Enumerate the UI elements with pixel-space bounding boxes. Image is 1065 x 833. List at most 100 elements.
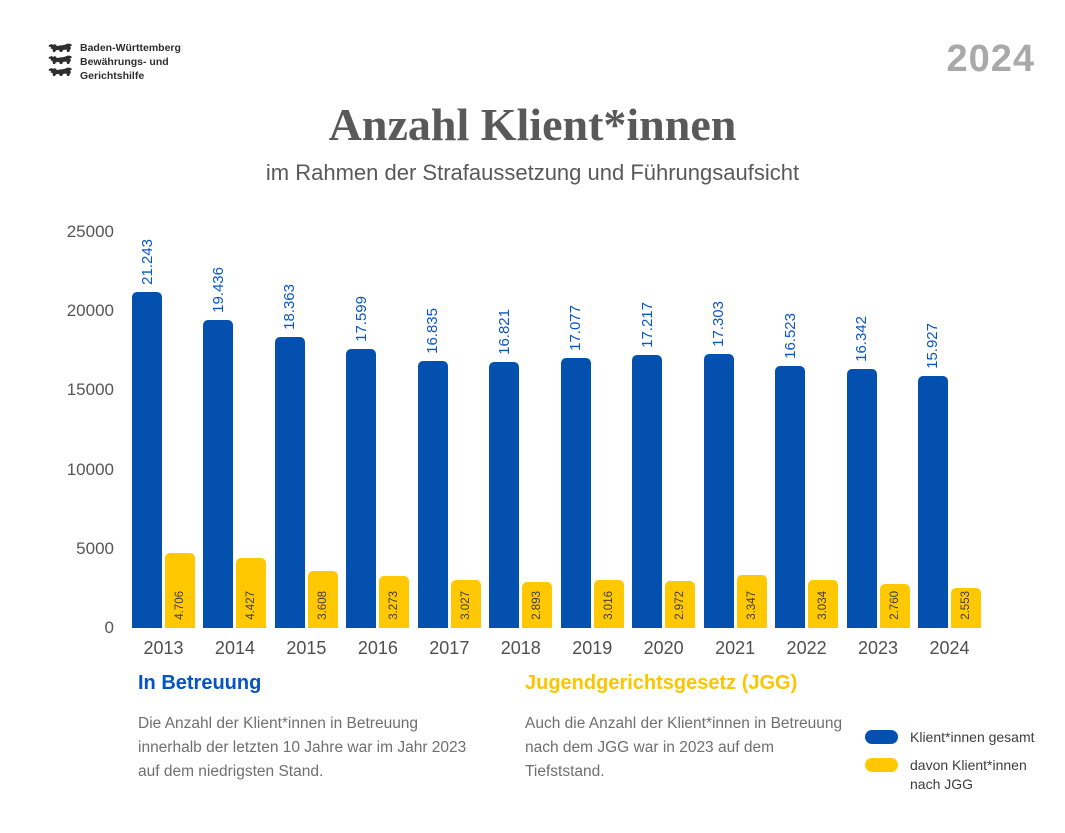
bar-total-2014: [203, 320, 234, 628]
bar-total-value-label-wrap: 15.927: [918, 323, 948, 369]
x-axis-label-2021: 2021: [715, 638, 756, 658]
bar-jgg-value-label-wrap: 4.427: [236, 591, 266, 620]
note-body-in-betreuung: Die Anzahl der Klient*innen in Betreuung…: [138, 715, 467, 781]
bar-total-value-label: 16.821: [495, 308, 513, 355]
bar-total-value-label: 17.599: [352, 296, 370, 343]
bar-group-2017: 16.835 3.027 2017: [417, 232, 481, 658]
logo-line-1: Baden-Württemberg: [80, 42, 181, 54]
bar-total-value-label-wrap: 17.077: [561, 305, 591, 351]
page-subtitle: im Rahmen der Strafaussetzung und Führun…: [265, 160, 800, 185]
note-heading-jgg: Jugendgerichtsgesetz (JGG): [525, 672, 798, 694]
bar-jgg-2016: [379, 576, 410, 628]
bar-total-2017: [417, 361, 448, 628]
bar-group-2013: 21.243 4.706 2013: [132, 232, 195, 658]
bar-group-2021: 17.303 3.347 2021: [703, 232, 767, 658]
bar-jgg-value-label-wrap: 3.273: [379, 591, 409, 620]
y-axis-tick-label: 15000: [66, 380, 114, 400]
legend-swatch: [865, 730, 898, 744]
bar-group-2020: 17.217 2.972 2020: [632, 232, 696, 658]
bar-jgg-value-label-wrap: 2.972: [665, 591, 695, 620]
x-axis-label-2016: 2016: [357, 638, 398, 658]
bar-jgg-2013: [165, 553, 195, 628]
bar-jgg-2020: [665, 580, 696, 628]
bar-group-2018: 16.821 2.893 2018: [489, 232, 553, 658]
bar-total-2024: [917, 375, 948, 628]
page-title: Anzahl Klient*innen: [328, 99, 737, 150]
x-axis-label-2022: 2022: [786, 638, 827, 658]
x-axis-label-2017: 2017: [429, 638, 470, 658]
lion-icon: [48, 43, 72, 52]
y-axis-tick-label: 10000: [66, 459, 114, 479]
bar-total-value-label: 19.436: [209, 267, 227, 314]
bar-jgg-value-label-wrap: 2.760: [880, 591, 910, 620]
legend: Klient*innen gesamt davon Klient*innen na…: [865, 728, 1060, 803]
legend-item: davon Klient*innen nach JGG: [865, 756, 1060, 794]
bar-jgg-value-label: 2.553: [959, 591, 972, 620]
bar-group-2014: 19.436 4.427 2014: [203, 232, 267, 658]
bar-total-value-label: 17.217: [638, 302, 656, 349]
note-jgg: Jugendgerichtsgesetz (JGG) Auch die Anza…: [525, 672, 850, 784]
bar-jgg-value-label: 2.760: [888, 591, 901, 620]
bar-total-2020: [632, 355, 663, 628]
bar-total-2023: [846, 369, 877, 628]
y-axis-tick-label: 25000: [66, 222, 114, 241]
bar-total-value-label: 18.363: [281, 284, 299, 331]
bar-jgg-2024: [950, 587, 981, 628]
bar-jgg-value-label: 3.034: [817, 591, 830, 620]
bar-group-2023: 16.342 2.760 2023: [846, 232, 910, 658]
bar-total-value-label: 16.835: [424, 308, 442, 355]
year-badge: 2024: [946, 38, 1035, 80]
bar-total-value-label-wrap: 21.243: [132, 239, 162, 285]
bar-jgg-2015: [307, 570, 338, 628]
x-axis-label-2014: 2014: [214, 638, 255, 658]
bar-total-value-label-wrap: 18.363: [275, 284, 305, 330]
bar-total-2021: [703, 353, 734, 628]
bar-chart: 0 5000 10000 15000 20000 25000 21.243 4.706 201…: [0, 222, 1065, 672]
lion-icon: [48, 55, 72, 64]
bar-jgg-value-label-wrap: 3.034: [808, 591, 838, 620]
bar-total-value-label: 16.342: [853, 316, 871, 363]
bar-jgg-value-label: 4.706: [174, 591, 186, 620]
bar-group-2024: 15.927 2.553 2024: [917, 232, 981, 658]
x-axis-label-2015: 2015: [286, 638, 327, 658]
bar-total-value-label: 21.243: [138, 238, 156, 285]
bar-jgg-value-label-wrap: 2.893: [522, 591, 552, 620]
bar-jgg-value-label-wrap: 2.553: [951, 591, 981, 620]
bar-total-value-label-wrap: 17.303: [704, 301, 734, 347]
bar-jgg-value-label: 2.893: [531, 591, 544, 620]
bar-jgg-2018: [522, 582, 553, 628]
bar-jgg-value-label: 2.972: [674, 591, 687, 620]
x-axis-label-2019: 2019: [572, 638, 613, 658]
bar-jgg-2019: [593, 580, 624, 628]
bar-total-value-label-wrap: 16.342: [847, 316, 877, 362]
three-lions-icon: [48, 42, 72, 84]
legend-label: davon Klient*innen nach JGG: [910, 756, 1027, 792]
logo-line-2: Bewährungs- und: [80, 55, 169, 68]
bar-jgg-value-label-wrap: 3.608: [308, 591, 338, 620]
bar-jgg-value-label: 3.027: [459, 591, 472, 620]
logo-line-3: Gerichtshilfe: [80, 69, 145, 82]
bar-total-2022: [775, 366, 806, 628]
x-axis-label-2013: 2013: [143, 638, 184, 658]
lion-icon: [48, 67, 72, 76]
logo: Baden-Württemberg Bewährungs- und Gerich…: [48, 42, 181, 84]
y-axis-tick-label: 20000: [66, 301, 114, 321]
bar-total-value-label: 17.303: [710, 301, 728, 347]
bar-total-value-label-wrap: 19.436: [203, 267, 233, 313]
bar-group-2015: 18.363 3.608 2015: [274, 232, 338, 658]
bar-total-value-label-wrap: 17.599: [346, 296, 376, 342]
bar-group-2019: 17.077 3.016 2019: [560, 232, 624, 658]
x-axis-label-2018: 2018: [500, 638, 541, 658]
note-body-jgg: Auch die Anzahl der Klient*innen in Betr…: [525, 715, 843, 781]
bar-total-value-label: 16.523: [781, 313, 799, 360]
bar-group-2022: 16.523 3.034 2022: [775, 232, 839, 658]
legend-item: Klient*innen gesamt: [865, 728, 1060, 747]
bar-jgg-value-label-wrap: 3.347: [737, 591, 767, 620]
note-in-betreuung: In Betreuung Die Anzahl der Klient*innen…: [138, 672, 473, 784]
bar-group-2016: 17.599 3.273 2016: [346, 232, 410, 658]
bar-jgg-2017: [450, 580, 481, 628]
y-axis-tick-label: 0: [104, 618, 114, 637]
bar-jgg-2014: [236, 557, 267, 628]
bar-total-2019: [560, 357, 591, 628]
